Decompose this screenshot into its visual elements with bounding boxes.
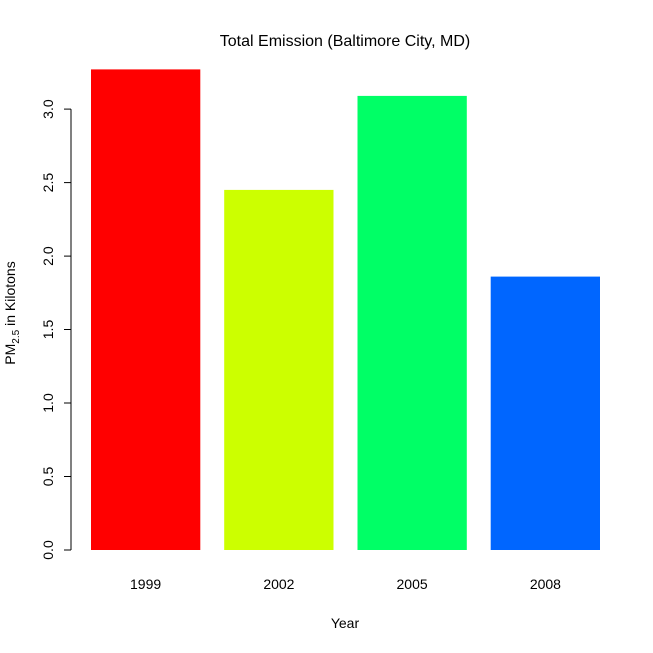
y-axis: 0.0 0.5 1.0 1.5 2.0 2.5 3.0 xyxy=(40,99,72,560)
bar-2002 xyxy=(224,189,334,550)
y-axis-title-suffix: in Kilotons xyxy=(2,261,18,329)
chart-title: Total Emission (Baltimore City, MD) xyxy=(220,33,470,50)
bar-1999 xyxy=(91,69,201,551)
y-axis-title-prefix: PM xyxy=(2,344,18,365)
x-tick-label-2008: 2008 xyxy=(530,576,561,592)
y-tick-label: 0.0 xyxy=(40,540,56,560)
x-tick-label-1999: 1999 xyxy=(130,576,161,592)
x-tick-label-2002: 2002 xyxy=(263,576,294,592)
y-axis-title: PM2.5 in Kilotons xyxy=(2,261,22,364)
x-axis-title: Year xyxy=(331,615,360,631)
y-tick-label: 1.0 xyxy=(40,393,56,413)
x-tick-label-2005: 2005 xyxy=(397,576,428,592)
bar-2005 xyxy=(357,95,467,551)
bar-2008 xyxy=(490,276,600,550)
y-tick-label: 1.5 xyxy=(40,320,56,340)
y-tick-label: 3.0 xyxy=(40,99,56,119)
y-tick-label: 2.5 xyxy=(40,173,56,193)
y-tick-label: 0.5 xyxy=(40,467,56,487)
y-axis-title-subscript: 2.5 xyxy=(11,329,22,343)
x-axis: 1999 2002 2005 2008 xyxy=(130,576,561,592)
plot-area xyxy=(91,69,600,551)
y-tick-label: 2.0 xyxy=(40,246,56,266)
